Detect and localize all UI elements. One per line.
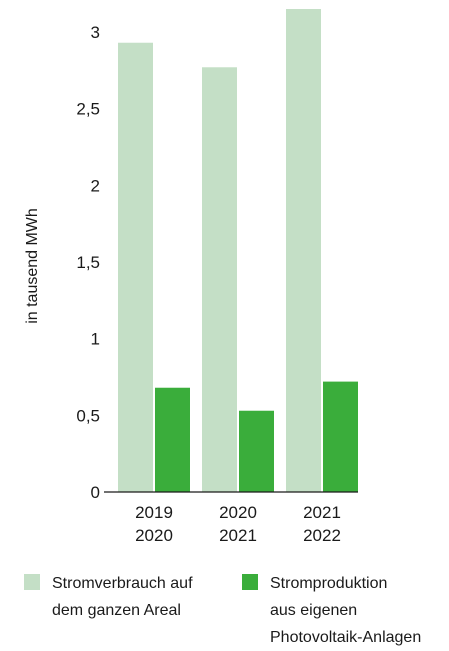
legend-label-line: Stromproduktion: [270, 570, 421, 597]
y-tick-label: 0: [91, 483, 100, 502]
legend-label-line: Photovoltaik-Anlagen: [270, 624, 421, 651]
bar-production-2: [239, 411, 274, 492]
x-category-label: 2022: [303, 526, 341, 545]
legend-swatch-consumption: [24, 574, 40, 590]
bar-production-3: [323, 382, 358, 492]
x-category-label: 2019: [135, 503, 173, 522]
y-tick-label: 2: [91, 176, 100, 195]
y-axis-label: in tausend MWh: [24, 208, 41, 324]
bar-production-1: [155, 388, 190, 492]
legend-label-line: Stromverbrauch auf: [52, 570, 193, 597]
x-category-label: 2020: [135, 526, 173, 545]
legend-label-consumption: Stromverbrauch auf dem ganzen Areal: [52, 570, 193, 624]
y-tick-label: 1,5: [76, 253, 100, 272]
legend-label-production: Stromproduktion aus eigenen Photovoltaik…: [270, 570, 421, 651]
bar-consumption-2: [202, 67, 237, 492]
y-tick-label: 3: [91, 23, 100, 42]
y-axis-ticks: 0 0,5 1 1,5 2 2,5 3: [76, 23, 100, 502]
legend-label-line: dem ganzen Areal: [52, 597, 193, 624]
y-tick-label: 1: [91, 330, 100, 349]
legend-label-line: aus eigenen: [270, 597, 421, 624]
x-category-label: 2020: [219, 503, 257, 522]
x-axis-categories: 2019 2020 2020 2021 2021 2022: [135, 503, 341, 545]
bars-layer: [118, 9, 358, 492]
x-category-label: 2021: [219, 526, 257, 545]
legend-swatch-production: [242, 574, 258, 590]
y-tick-label: 2,5: [76, 100, 100, 119]
y-tick-label: 0,5: [76, 406, 100, 425]
x-category-label: 2021: [303, 503, 341, 522]
bar-consumption-1: [118, 43, 153, 492]
bar-consumption-3: [286, 9, 321, 492]
